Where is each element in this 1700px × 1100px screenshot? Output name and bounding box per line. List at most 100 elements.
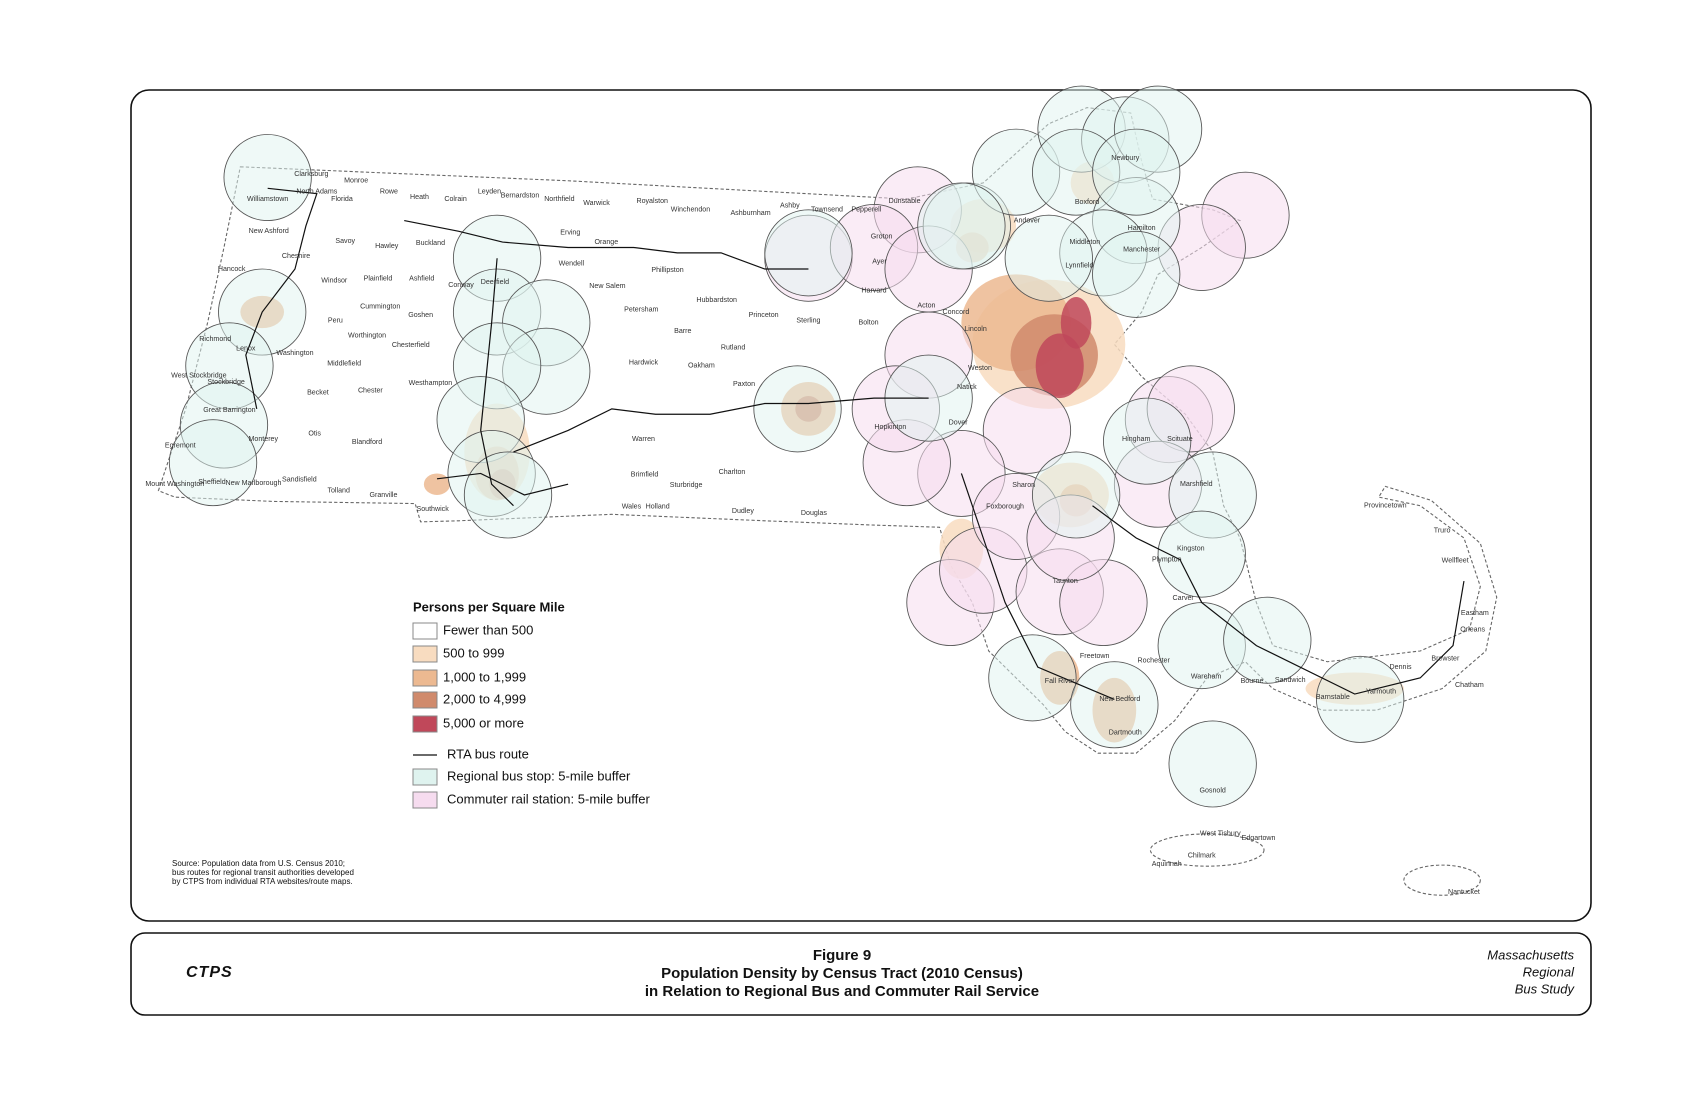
place-label: Bernardston: [501, 193, 540, 200]
place-label: Scituate: [1167, 436, 1193, 443]
regional-buffer: [1102, 397, 1192, 485]
place-label: Peru: [328, 318, 343, 325]
place-label: Sterling: [796, 318, 820, 325]
place-label: Monterey: [249, 436, 279, 443]
place-label: New Bedford: [1099, 696, 1140, 703]
place-label: Hamilton: [1128, 225, 1156, 232]
place-label: Dudley: [732, 508, 755, 515]
regional-buffer: [1316, 655, 1405, 743]
figure-title: in Relation to Regional Bus and Commuter…: [645, 983, 1039, 1000]
regional-buffer: [1004, 214, 1093, 302]
bus-route: [404, 219, 809, 270]
place-label: Sandisfield: [282, 477, 317, 484]
source-line: bus routes for regional transit authorit…: [172, 868, 354, 877]
place-label: Dunstable: [889, 198, 921, 205]
place-label: Conway: [448, 282, 474, 289]
place-label: Blandford: [352, 439, 382, 446]
legend-label: RTA bus route: [447, 746, 529, 761]
place-label: Hingham: [1122, 436, 1150, 443]
place-label: Southwick: [416, 506, 449, 513]
place-label: Otis: [308, 431, 321, 438]
bus-routes: [245, 187, 1465, 700]
regional-buffer: [1092, 230, 1181, 318]
figure-number: Figure 9: [813, 947, 871, 964]
place-label: Rochester: [1138, 658, 1171, 665]
legend-swatch: [412, 715, 438, 733]
regional-buffer: [168, 419, 258, 507]
logo: CTPS: [186, 964, 233, 981]
island: [1149, 833, 1265, 867]
legend-swatch: [412, 669, 438, 687]
place-label: Ashburnham: [730, 210, 770, 217]
place-label: Manchester: [1123, 247, 1161, 254]
place-label: Edgartown: [1242, 835, 1276, 842]
place-label: Wales: [622, 504, 642, 511]
place-label: Fall River: [1045, 678, 1076, 685]
place-label: Tolland: [327, 488, 350, 495]
place-label: Chilmark: [1188, 852, 1216, 859]
legend-label: Regional bus stop: 5-mile buffer: [447, 768, 631, 783]
place-label: Charlton: [719, 469, 746, 476]
place-label: Colrain: [444, 196, 467, 203]
legend-label: 2,000 to 4,999: [443, 691, 526, 706]
place-label: Weston: [968, 365, 992, 372]
regional-buffer: [753, 365, 842, 453]
place-label: North Adams: [296, 188, 337, 195]
regional-buffer: [917, 182, 1006, 270]
place-label: Oakham: [688, 363, 715, 370]
density-area: [423, 473, 451, 495]
place-label: Wendell: [559, 261, 585, 268]
place-label: Brewster: [1431, 655, 1460, 662]
place-label: Concord: [943, 309, 970, 316]
bus-route: [513, 397, 929, 453]
bus-route: [1092, 505, 1465, 695]
regional-buffer: [764, 209, 853, 297]
place-label: Plainfield: [364, 276, 393, 283]
legend-label: Commuter rail station: 5-mile buffer: [447, 791, 650, 806]
place-label: Douglas: [801, 510, 827, 517]
source-line: by CTPS from individual RTA websites/rou…: [172, 877, 353, 886]
legend-swatch: [412, 622, 438, 640]
place-label: Newbury: [1111, 155, 1139, 162]
legend-title: Persons per Square Mile: [413, 599, 565, 614]
place-label: Chesterfield: [392, 342, 430, 349]
place-label: Heath: [410, 194, 429, 201]
place-label: West Tisbury: [1200, 831, 1241, 838]
place-label: Chester: [358, 387, 383, 394]
study-name: Bus Study: [1515, 981, 1576, 996]
regional-buffer: [988, 634, 1077, 722]
place-label: Eastham: [1461, 610, 1489, 617]
regional-buffer: [1070, 661, 1159, 749]
place-label: Provincetown: [1364, 503, 1407, 510]
bus-route: [245, 187, 318, 409]
place-label: Savoy: [335, 238, 355, 245]
legend-label: 1,000 to 1,999: [443, 669, 526, 684]
place-label: Cummington: [360, 304, 400, 311]
place-label: Chatham: [1455, 682, 1484, 689]
place-label: Hancock: [218, 266, 246, 273]
place-label: Freetown: [1080, 653, 1110, 660]
place-label: Dartmouth: [1109, 730, 1142, 737]
place-label: Andover: [1014, 217, 1041, 224]
place-label: Sharon: [1012, 482, 1035, 489]
legend-label: Fewer than 500: [443, 622, 533, 637]
bus-route: [480, 258, 514, 507]
place-label: Pepperell: [851, 207, 881, 214]
place-label: Goshen: [408, 312, 433, 319]
place-label: Great Barrington: [203, 407, 255, 414]
map-frame: [130, 89, 1592, 922]
place-label: Richmond: [199, 336, 231, 343]
place-label: Orange: [595, 239, 619, 246]
place-label: Natick: [957, 384, 977, 391]
place-label: Paxton: [733, 381, 755, 388]
place-label: Bolton: [858, 320, 878, 327]
place-label: Sandwich: [1275, 677, 1306, 684]
place-label: West Stockbridge: [171, 372, 226, 379]
place-label: Mount Washington: [145, 481, 204, 488]
place-label: Stockbridge: [207, 379, 245, 386]
place-label: Groton: [871, 234, 893, 241]
figure-title: Population Density by Census Tract (2010…: [661, 965, 1023, 982]
place-label: Clarksburg: [294, 171, 328, 178]
place-label: Windsor: [321, 278, 348, 285]
